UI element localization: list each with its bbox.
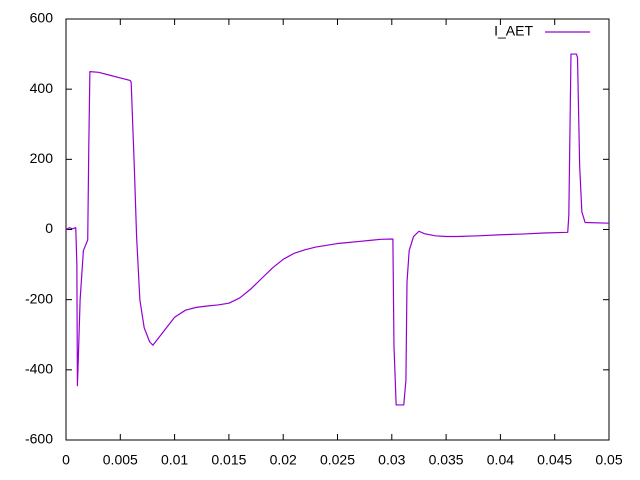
y-tick-label: 200	[30, 150, 54, 166]
x-tick-label: 0.025	[320, 452, 355, 468]
y-tick-label: 400	[30, 80, 54, 96]
x-tick-label: 0	[62, 452, 70, 468]
legend-label: I_AET	[494, 23, 533, 39]
x-tick-label: 0.015	[211, 452, 246, 468]
x-tick-label: 0.02	[270, 452, 297, 468]
y-tick-label: -400	[25, 361, 53, 377]
x-tick-label: 0.045	[537, 452, 572, 468]
x-tick-label: 0.005	[103, 452, 138, 468]
x-tick-label: 0.03	[378, 452, 405, 468]
x-tick-label: 0.01	[161, 452, 188, 468]
plot-frame	[65, 18, 610, 441]
y-tick-label: 0	[45, 220, 53, 236]
y-tick-label: -200	[25, 290, 53, 306]
x-tick-label: 0.05	[595, 452, 622, 468]
x-tick-label: 0.035	[429, 452, 464, 468]
x-tick-label: 0.04	[487, 452, 514, 468]
y-tick-label: -600	[25, 431, 53, 447]
y-tick-label: 600	[30, 10, 54, 26]
data-line	[65, 53, 610, 406]
